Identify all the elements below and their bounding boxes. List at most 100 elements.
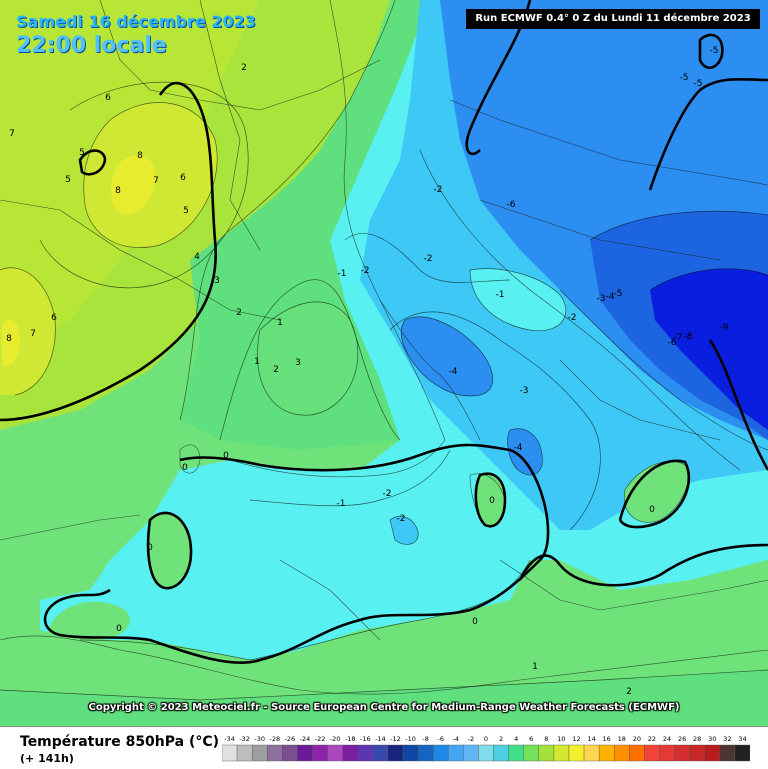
scale-swatch [417,744,434,762]
contour-label: -3 [520,386,529,396]
contour-label: -5 [694,79,703,89]
scale-swatch [659,744,675,762]
contour-label: 1 [532,662,538,672]
scale-swatch [357,744,374,762]
scale-swatch [251,744,268,762]
scale-tick-label: -28 [269,735,280,743]
scale-swatch [448,744,464,762]
contour-label: 4 [194,252,200,262]
contour-label: -4 [449,367,458,377]
legend-footer: Température 850hPa (°C) (+ 141h) -34 -32-… [0,726,768,769]
scale-swatch [327,744,343,762]
scale-tick-label: 22 [648,735,656,743]
contour-label: 5 [183,206,189,216]
scale-swatch [734,744,750,762]
ionian-blue-spot [507,428,543,475]
run-info-box: Run ECMWF 0.4° 0 Z du Lundi 11 décembre … [466,9,760,29]
contour-label: 6 [51,313,57,323]
contour-label: -2 [361,266,370,276]
contour-label: -2 [568,313,577,323]
scale-tick-label: 12 [572,735,580,743]
isotherms [0,0,768,701]
deep-blue-zone [650,268,768,430]
contour-label: 5 [79,148,85,158]
scale-swatch [432,744,449,762]
scale-tick-label: 18 [618,735,626,743]
west-green-spot [47,601,131,643]
scale-tick-label: -26 [285,735,296,743]
scale-swatch [644,744,660,762]
contour-label: 7 [9,129,15,139]
scale-swatch [312,744,328,762]
scale-tick-label: -4 [453,735,459,743]
scale-swatch [538,744,555,762]
scale-swatch [236,744,253,762]
scale-tick-label: -14 [375,735,386,743]
scale-tick-label: -24 [300,735,311,743]
scale-tick-label: 16 [603,735,611,743]
contour-label: 1 [277,318,283,328]
contour-label: 2 [236,308,242,318]
italy-warm-spot [257,301,358,416]
scale-tick-label: 10 [557,735,565,743]
contour-label: 0 [223,451,229,461]
scale-tick-label: 26 [678,735,686,743]
scale-tick-label: -22 [315,735,326,743]
contour-label: -9 [720,323,729,333]
scale-tick-label: -2 [468,735,474,743]
contour-label: -8 [684,332,693,342]
contour-label: 6 [180,173,186,183]
contour-label: -1 [338,269,347,279]
contour-label: 8 [6,334,12,344]
scale-swatch [583,744,600,762]
contour-label: 8 [137,151,143,161]
scale-swatch [508,744,524,762]
scale-tick-label: 6 [529,735,533,743]
contour-label: -2 [434,185,443,195]
contour-label: -5 [614,289,623,299]
scale-tick-label: 14 [587,735,595,743]
warm-core-west [0,267,56,395]
scale-swatch [568,744,585,762]
contour-label: -1 [337,499,346,509]
scale-tick-label: -20 [330,735,341,743]
contour-label: 0 [489,496,495,506]
contour-label: 6 [105,93,111,103]
scale-tick-label: 20 [633,735,641,743]
scale-swatch [553,744,570,762]
scale-tick-label: 24 [663,735,671,743]
contour-label: -6 [507,200,516,210]
scale-swatch [342,744,358,762]
tyrrhenian-blue-spot [401,316,493,396]
sardinia-blue-spot [390,516,419,545]
contour-label: -4 [514,443,523,453]
contour-label: 0 [116,624,122,634]
scale-tick-label: 4 [514,735,518,743]
scale-tick-label: 28 [693,735,701,743]
scale-swatch [387,744,404,762]
contour-label: 7 [153,176,159,186]
warm-core-north-inner [111,155,156,215]
scale-swatch [282,744,298,762]
scale-tick-label: 30 [708,735,716,743]
scale-tick-label: -30 [254,735,265,743]
scale-swatch [629,744,645,762]
contour-label: 3 [295,358,301,368]
contour-label: -6 [668,338,677,348]
scale-swatch [493,744,509,762]
scale-swatch [674,744,690,762]
sicily-green [475,473,505,527]
contour-label: 0 [182,463,188,473]
scale-tick-label: -12 [390,735,401,743]
contour-label: -2 [397,514,406,524]
contour-label: 1 [254,357,260,367]
greece-green [624,461,689,523]
scale-tick-label: 2 [499,735,503,743]
contour-label: 8 [115,186,121,196]
forecast-time: 22:00 locale [16,33,167,58]
scale-tick-label: -8 [422,735,428,743]
contour-label: 2 [241,63,247,73]
warm-core-west-inner [2,320,20,367]
